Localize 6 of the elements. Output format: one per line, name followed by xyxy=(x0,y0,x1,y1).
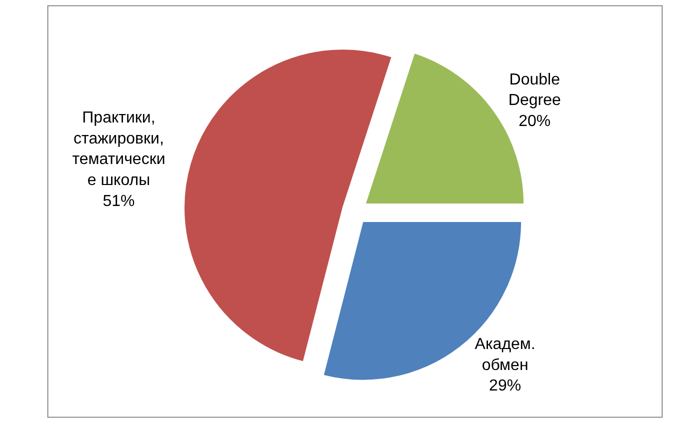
data-label: 20% xyxy=(518,112,551,130)
slice-label: Практики, стажировки, тематически е школы xyxy=(72,110,166,190)
slice-label: Академ. обмен xyxy=(474,336,536,374)
data-label: 29% xyxy=(489,378,522,395)
slice-label: Double Degree xyxy=(508,71,561,110)
data-label: 51% xyxy=(102,192,135,210)
